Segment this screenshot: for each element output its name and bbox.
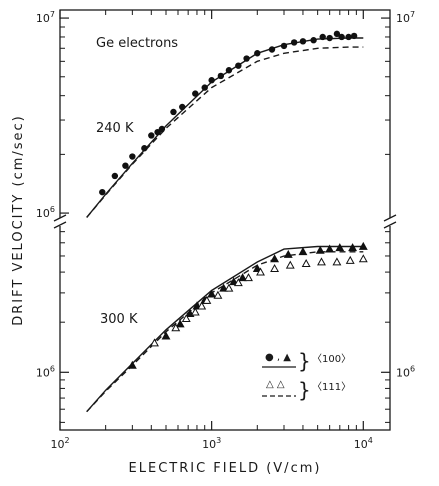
point-circle-upper [225,67,233,74]
point-circle-upper [290,39,298,46]
point-circle-upper [338,33,345,41]
point-circle-upper [141,145,148,152]
point-open-triangle-lower [332,257,342,266]
y-tick-label-left: 106 [36,205,55,220]
point-filled-triangle-lower [335,243,345,252]
point-open-triangle-lower [202,295,212,304]
point-circle-upper [319,33,326,41]
point-filled-triangle-lower [127,360,137,369]
point-circle-upper [235,62,242,69]
point-open-triangle-lower [213,290,223,299]
x-tick-label: 102 [50,436,69,451]
point-circle-upper [129,153,136,160]
point-filled-triangle-lower [229,277,239,286]
legend-label-100: 〈100〉 [312,353,351,365]
y-tick-label-left: 106 [36,364,55,379]
legend-brace-100: } [298,349,311,373]
point-filled-triangle-lower [358,241,368,250]
point-circle-upper [192,90,199,97]
axis-break-left-gap [55,218,65,226]
point-open-triangle-lower [171,323,181,332]
point-open-triangle-lower [270,263,280,272]
x-axis-label: ELECTRIC FIELD (V/cm) [129,461,322,476]
point-circle-upper [345,33,352,41]
axis-break-right-slash [383,214,397,222]
y-axis-label: DRIFT VELOCITY (cm/sec) [11,114,26,326]
point-circle-upper [217,72,225,80]
material-annotation: Ge electrons [96,36,178,51]
legend-markers-111: △ △ [266,379,285,390]
point-circle-upper [254,50,261,57]
legend-markers-100: ● , ▲ [265,352,291,363]
axis-break-left-slash [53,221,67,229]
point-circle-upper [158,125,166,133]
point-open-triangle-lower [190,307,200,316]
y-tick-label-right: 107 [396,10,415,25]
point-circle-upper [243,55,250,62]
point-open-triangle-lower [150,338,159,347]
point-open-triangle-lower [301,258,311,267]
point-circle-upper [148,132,155,139]
point-filled-triangle-lower [161,331,171,340]
y-tick-label-right: 106 [396,364,415,379]
point-open-triangle-lower [181,314,191,323]
point-circle-upper [179,103,186,111]
panel-break-marks [53,214,397,229]
axis-break-right-slash [383,221,397,229]
axis-ticks: 102 103 104 106 107 107 106 106 [36,10,415,451]
point-circle-upper [326,34,333,42]
point-filled-triangle-lower [252,263,262,272]
axis-break-right-gap [385,218,395,226]
point-filled-triangle-lower [325,244,335,253]
point-filled-triangle-lower [270,254,280,263]
temperature-label-240k: 240 K [96,121,134,136]
point-filled-triangle-lower [207,289,217,298]
point-circle-upper [280,42,288,50]
point-circle-upper [350,32,358,40]
point-circle-upper [111,172,119,180]
point-circle-upper [333,30,341,38]
axis-break-left-slash [53,214,67,222]
point-open-triangle-lower [197,301,207,310]
point-circle-upper [208,77,215,84]
point-filled-triangle-lower [283,249,293,258]
point-open-triangle-lower [358,254,368,263]
point-filled-triangle-lower [219,283,229,292]
point-open-triangle-lower [233,278,243,287]
point-filled-triangle-lower [238,273,248,282]
point-open-triangle-lower [317,257,326,266]
point-filled-triangle-lower [298,247,308,256]
point-circle-upper [170,108,177,116]
point-open-triangle-lower [244,273,253,282]
legend-label-111: 〈111〉 [312,381,351,393]
point-filled-triangle-lower [175,319,185,328]
temperature-label-300k: 300 K [100,312,138,327]
point-circle-upper [201,84,208,91]
point-filled-triangle-lower [348,243,358,252]
point-circle-upper [268,46,276,53]
point-open-triangle-lower [256,267,265,276]
x-tick-label: 103 [202,436,221,451]
curve-dashed-upper [86,46,364,218]
point-circle-upper [310,37,317,44]
point-circle-upper [299,38,307,45]
data-markers [99,30,368,369]
legend-brace-111: } [298,378,311,402]
legend: ● , ▲ } 〈100〉 △ △ } 〈111〉 [262,349,351,402]
y-tick-label-left: 107 [36,10,55,25]
point-circle-upper [99,188,106,196]
x-tick-label: 104 [354,436,373,451]
point-circle-upper [122,162,129,169]
point-filled-triangle-lower [315,245,325,254]
point-open-triangle-lower [285,260,295,269]
point-open-triangle-lower [345,255,355,264]
point-open-triangle-lower [224,283,234,292]
